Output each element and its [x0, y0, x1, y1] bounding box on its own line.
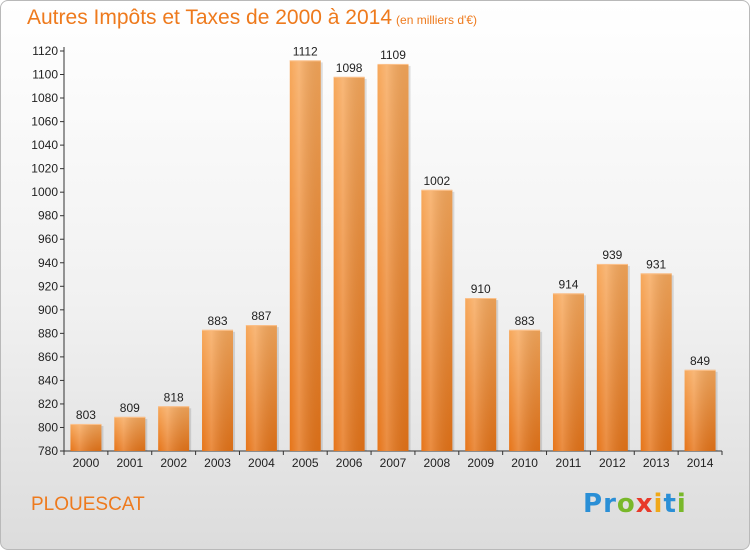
y-tick-label: 920 [38, 279, 58, 293]
data-label-2012: 939 [602, 248, 622, 262]
y-tick-label: 900 [38, 303, 58, 317]
y-tick-label: 860 [38, 350, 58, 364]
x-tick-label-2007: 2007 [380, 456, 407, 470]
chart-unit: (en milliers d'€) [396, 13, 478, 27]
data-label-2002: 818 [164, 390, 184, 404]
y-tick-label: 840 [38, 373, 58, 387]
x-tick-label-2012: 2012 [599, 456, 626, 470]
x-tick-label-2014: 2014 [687, 456, 714, 470]
y-tick-label: 1020 [31, 162, 58, 176]
bar-shine [202, 329, 234, 451]
bar-shine [289, 60, 321, 451]
data-label-2004: 887 [251, 309, 271, 323]
data-label-2011: 914 [558, 277, 578, 291]
bar-shine [158, 406, 190, 451]
y-tick-label: 1080 [31, 91, 58, 105]
y-tick-label: 820 [38, 397, 58, 411]
y-tick-label: 960 [38, 232, 58, 246]
x-tick-label-2006: 2006 [336, 456, 363, 470]
x-tick-label-2010: 2010 [511, 456, 538, 470]
data-label-2013: 931 [646, 257, 666, 271]
bar-shine [552, 293, 584, 451]
y-tick-label: 880 [38, 326, 58, 340]
data-label-2009: 910 [471, 282, 491, 296]
x-tick-label-2009: 2009 [467, 456, 494, 470]
y-tick-label: 780 [38, 444, 58, 458]
bar-shine [114, 416, 146, 451]
data-label-2010: 883 [515, 314, 535, 328]
chart-title-text: Autres Impôts et Taxes de 2000 à 2014 [27, 6, 393, 29]
bars: 803 809 818 883 887 1112 1098 1109 1002 910 883 914… [70, 44, 718, 452]
y-tick-label: 1000 [31, 185, 58, 199]
y-tick-label: 940 [38, 256, 58, 270]
data-label-2006: 1098 [336, 61, 363, 75]
x-tick-label-2013: 2013 [643, 456, 670, 470]
bar-shine [509, 329, 541, 451]
data-label-2000: 803 [76, 408, 96, 422]
bar-shine [596, 263, 628, 451]
proxiti-logo: Proxiti [583, 489, 687, 519]
y-tick-label: 1060 [31, 115, 58, 129]
x-tick-label-2011: 2011 [556, 456, 582, 470]
y-tick-label: 1040 [31, 138, 58, 152]
bar-shine [421, 189, 453, 451]
y-tick-label: 1120 [32, 44, 58, 58]
data-label-2007: 1109 [380, 48, 406, 62]
x-tick-label-2008: 2008 [424, 456, 451, 470]
data-label-2005: 1112 [293, 44, 318, 58]
bar-shine [245, 325, 277, 451]
bar-shine [640, 273, 672, 451]
data-label-2003: 883 [208, 314, 228, 328]
x-tick-label-2005: 2005 [292, 456, 319, 470]
bar-shine [465, 298, 497, 451]
bar-shine [684, 369, 716, 451]
bar-shine [377, 63, 409, 452]
data-label-2001: 809 [120, 401, 140, 415]
x-tick-label-2000: 2000 [73, 456, 100, 470]
data-label-2014: 849 [690, 354, 710, 368]
bar-shine [70, 423, 102, 451]
x-tick-label-2003: 2003 [204, 456, 231, 470]
x-tick-label-2002: 2002 [160, 456, 187, 470]
x-tick-label-2004: 2004 [248, 456, 275, 470]
y-tick-label: 800 [38, 420, 58, 434]
y-tick-label: 980 [38, 209, 58, 223]
bar-shine [333, 76, 365, 451]
y-tick-label: 1100 [32, 68, 58, 82]
x-tick-label-2001: 2001 [116, 456, 143, 470]
data-label-2008: 1002 [424, 174, 451, 188]
chart-title: Autres Impôts et Taxes de 2000 à 2014 (en… [27, 6, 477, 30]
city-name: PLOUESCAT [31, 494, 145, 515]
